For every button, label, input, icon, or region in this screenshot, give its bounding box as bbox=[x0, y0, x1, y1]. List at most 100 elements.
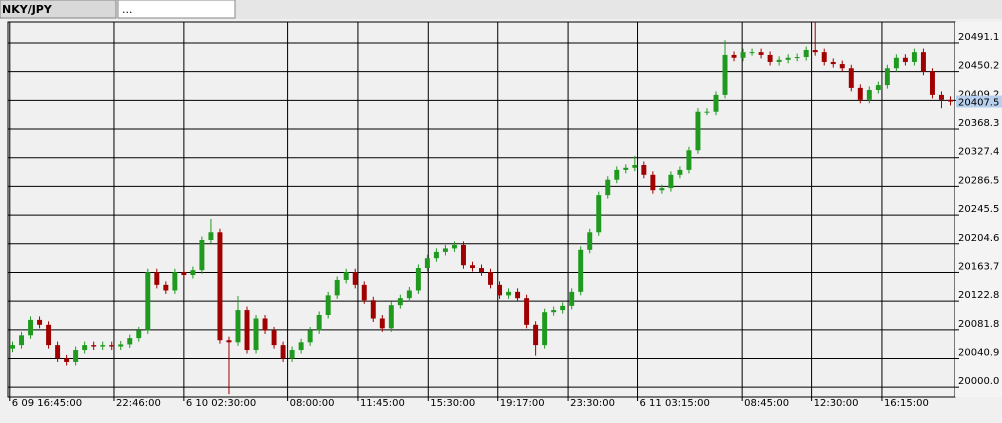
candle-body bbox=[280, 345, 286, 359]
candle-body bbox=[749, 52, 755, 54]
candle-body bbox=[253, 318, 259, 351]
candle-body bbox=[154, 272, 160, 285]
x-tick-label: 19:17:00 bbox=[500, 398, 545, 409]
candle-body bbox=[109, 345, 115, 347]
tab-label[interactable]: ... bbox=[122, 3, 133, 16]
y-tick-label: 20368.3 bbox=[958, 118, 999, 129]
candle-body bbox=[289, 350, 295, 359]
candle-body bbox=[488, 272, 493, 285]
candle-body bbox=[298, 342, 304, 351]
tab-bar bbox=[0, 0, 1002, 19]
candle-body bbox=[208, 232, 214, 240]
candle-body bbox=[334, 279, 340, 296]
candle-body bbox=[686, 150, 692, 170]
candle-body bbox=[46, 324, 52, 346]
candle-body bbox=[217, 232, 223, 341]
x-tick-label: 6 11 03:15:00 bbox=[640, 398, 710, 409]
y-tick-label: 20163.7 bbox=[958, 261, 999, 272]
candle-body bbox=[623, 167, 629, 170]
candle-body bbox=[163, 284, 169, 291]
y-tick-label: 20327.4 bbox=[958, 147, 999, 158]
candle-body bbox=[307, 330, 313, 343]
candle-body bbox=[424, 258, 430, 269]
x-tick-label: 12:30:00 bbox=[814, 398, 859, 409]
x-tick-label: 08:00:00 bbox=[290, 398, 335, 409]
tab-label[interactable]: NKY/JPY bbox=[2, 3, 53, 16]
y-tick-label: 20286.5 bbox=[958, 175, 999, 186]
candle-body bbox=[893, 57, 899, 69]
candle-body bbox=[343, 272, 349, 280]
y-tick-label: 20040.9 bbox=[958, 348, 999, 359]
candle-body bbox=[244, 310, 250, 351]
candle-body bbox=[64, 358, 70, 362]
current-price-label: 20407.5 bbox=[958, 98, 999, 109]
candle-body bbox=[370, 300, 376, 319]
candle-body bbox=[55, 345, 61, 359]
candle-body bbox=[28, 319, 34, 336]
y-tick-label: 20122.8 bbox=[958, 290, 999, 301]
y-tick-label: 20245.5 bbox=[958, 204, 999, 215]
candle-body bbox=[316, 314, 322, 331]
candle-body bbox=[442, 248, 448, 252]
candle-body bbox=[100, 345, 106, 347]
price-axis bbox=[955, 22, 1002, 397]
candle-body bbox=[73, 350, 79, 362]
candle-body bbox=[821, 52, 827, 62]
candle-body bbox=[641, 164, 647, 175]
candle-body bbox=[920, 52, 926, 72]
candle-body bbox=[803, 50, 809, 58]
candle-body bbox=[668, 174, 674, 189]
candle-body bbox=[118, 344, 124, 347]
candle-body bbox=[352, 272, 358, 285]
candle-body bbox=[875, 85, 881, 90]
candle-body bbox=[794, 57, 800, 59]
candle-body bbox=[569, 291, 575, 306]
candle-body bbox=[19, 335, 25, 346]
candle-body bbox=[560, 305, 566, 311]
candle-body bbox=[866, 89, 872, 100]
tab[interactable] bbox=[117, 0, 236, 19]
y-tick-label: 20409.2 bbox=[958, 89, 999, 100]
candle-body bbox=[605, 179, 611, 196]
candle-body bbox=[524, 298, 530, 325]
candle-body bbox=[848, 68, 854, 88]
candle-body bbox=[578, 249, 584, 292]
candle-body bbox=[857, 87, 863, 100]
candle-body bbox=[695, 111, 701, 151]
x-tick-label: 11:45:00 bbox=[360, 398, 405, 409]
candle-body bbox=[533, 324, 539, 346]
y-tick-label: 20204.6 bbox=[958, 233, 999, 244]
x-tick-label: 16:15:00 bbox=[884, 398, 929, 409]
candle-body bbox=[830, 61, 836, 65]
x-tick-label: 6 09 16:45:00 bbox=[12, 398, 82, 409]
tab[interactable] bbox=[0, 0, 117, 19]
candle-body bbox=[379, 318, 385, 329]
candle-body bbox=[948, 99, 953, 102]
candle-body bbox=[325, 295, 331, 315]
candle-body bbox=[614, 169, 620, 180]
candle-body bbox=[713, 94, 719, 112]
x-tick-label: 23:30:00 bbox=[570, 398, 615, 409]
candle-body bbox=[911, 52, 917, 62]
y-tick-label: 20081.8 bbox=[958, 319, 999, 330]
candle-body bbox=[506, 291, 512, 296]
candle-body bbox=[397, 298, 403, 306]
candle-body bbox=[361, 284, 367, 301]
candle-body bbox=[271, 330, 277, 346]
candle-body bbox=[542, 312, 548, 346]
candle-body bbox=[785, 57, 791, 60]
candle-body bbox=[460, 244, 466, 266]
candle-body bbox=[199, 239, 205, 271]
candle-body bbox=[10, 345, 15, 349]
candle-body bbox=[470, 265, 475, 269]
candle-body bbox=[839, 64, 845, 69]
candle-body bbox=[406, 290, 412, 299]
candle-body bbox=[235, 310, 241, 343]
candle-body bbox=[388, 305, 394, 329]
candle-body bbox=[596, 195, 602, 233]
candle-body bbox=[704, 111, 710, 113]
candle-body bbox=[479, 268, 484, 273]
candle-body bbox=[136, 330, 142, 339]
